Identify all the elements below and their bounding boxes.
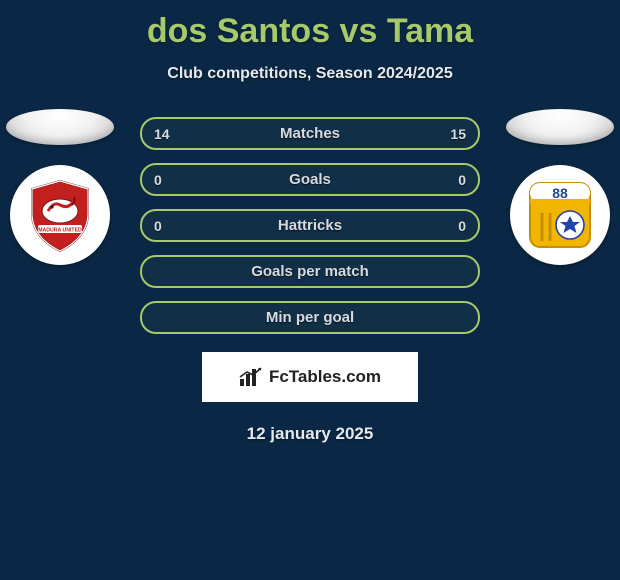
player-silhouette-left (6, 109, 114, 145)
svg-text:MADURA UNITED: MADURA UNITED (38, 228, 82, 234)
stat-row-goals-per-match: Goals per match (140, 255, 480, 288)
stat-label: Matches (280, 125, 340, 142)
team-badge-right: 88 (510, 165, 610, 265)
date-text: 12 january 2025 (0, 424, 620, 444)
branding-text: FcTables.com (269, 367, 381, 387)
team-badge-left: MADURA UNITED (10, 165, 110, 265)
bars-icon (239, 367, 263, 387)
stat-label: Goals (289, 171, 331, 188)
stat-row-matches: 14 Matches 15 (140, 117, 480, 150)
stat-label: Goals per match (251, 263, 369, 280)
stat-label: Hattricks (278, 217, 342, 234)
crest-number: 88 (552, 185, 568, 201)
stat-row-goals: 0 Goals 0 (140, 163, 480, 196)
crest-icon: 88 (520, 175, 600, 255)
stat-left-value: 0 (154, 172, 162, 188)
stat-row-hattricks: 0 Hattricks 0 (140, 209, 480, 242)
stat-right-value: 15 (450, 126, 466, 142)
stat-label: Min per goal (266, 309, 354, 326)
stat-row-min-per-goal: Min per goal (140, 301, 480, 334)
subtitle: Club competitions, Season 2024/2025 (0, 65, 620, 83)
stat-right-value: 0 (458, 218, 466, 234)
player-silhouette-right (506, 109, 614, 145)
page-title: dos Santos vs Tama (0, 0, 620, 51)
stats-column: 14 Matches 15 0 Goals 0 0 Hattricks 0 Go… (140, 117, 480, 334)
shield-icon: MADURA UNITED (20, 175, 100, 255)
branding-box: FcTables.com (202, 352, 418, 402)
stat-left-value: 14 (154, 126, 170, 142)
stat-left-value: 0 (154, 218, 162, 234)
stat-right-value: 0 (458, 172, 466, 188)
